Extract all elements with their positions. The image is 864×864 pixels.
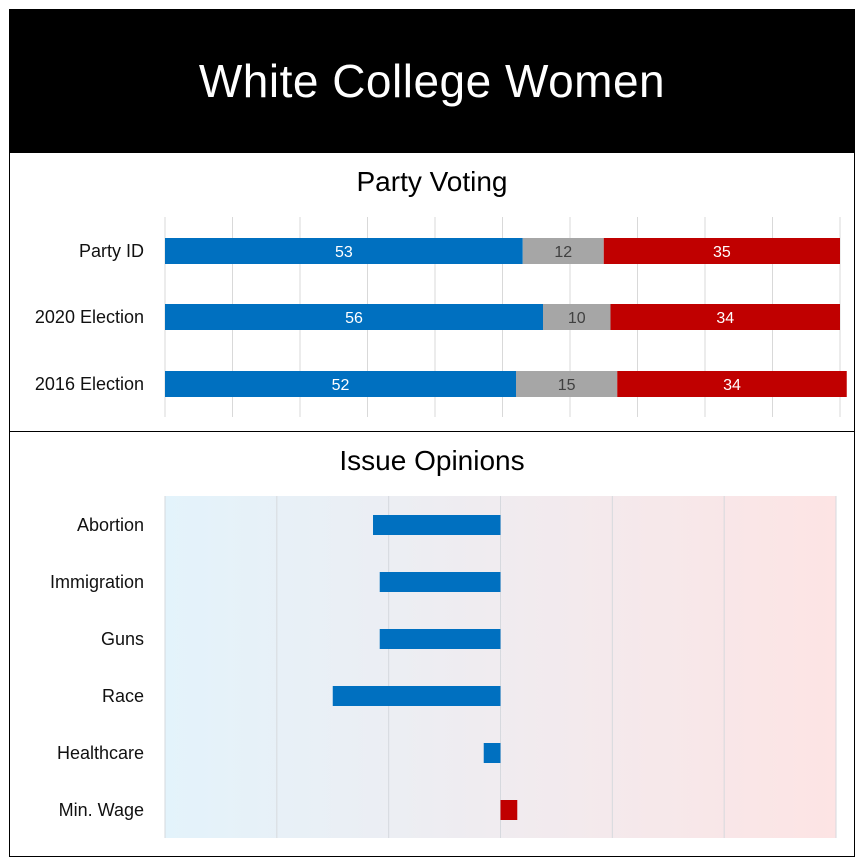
header-divider (10, 152, 854, 153)
panel-divider (10, 431, 854, 432)
category-label-race: Race (102, 686, 144, 706)
data-label: 35 (713, 244, 731, 261)
issue-opinions-chart: Abortion Immigration Guns Race Healthcare Min… (50, 496, 837, 838)
category-label-abortion: Abortion (77, 515, 144, 535)
category-label-party-id: Party ID (79, 241, 144, 261)
bar-race (332, 686, 501, 706)
bar-min-wage (500, 800, 518, 820)
party-voting-title: Party Voting (356, 166, 508, 197)
data-label: 52 (332, 377, 350, 394)
category-label-immigration: Immigration (50, 572, 144, 592)
bar-segment-party-id-2 (603, 238, 840, 264)
category-label-2016-election: 2016 Election (35, 374, 144, 394)
category-label-healthcare: Healthcare (57, 743, 144, 763)
data-label: 12 (554, 244, 572, 261)
bar-segment-2016-election-1 (516, 371, 618, 397)
figure-title: White College Women (10, 10, 854, 152)
bar-segment-2020-election-0 (165, 304, 543, 330)
category-label-2020-election: 2020 Election (35, 307, 144, 327)
bar-segment-2016-election-2 (617, 371, 847, 397)
bar-segment-2020-election-2 (610, 304, 840, 330)
data-label: 10 (568, 310, 586, 327)
data-label: 34 (716, 310, 734, 327)
data-label: 56 (345, 310, 363, 327)
issue-opinions-title: Issue Opinions (339, 445, 525, 476)
category-label-guns: Guns (101, 629, 144, 649)
bar-segment-party-id-1 (522, 238, 604, 264)
figure-frame: White College Women Party Voting Issue O… (9, 9, 855, 857)
charts-canvas: Party ID 53 12 35 2020 Election 56 10 34 2016 El… (35, 217, 847, 838)
data-label: 53 (335, 244, 353, 261)
party-voting-chart: Party ID 53 12 35 2020 Election 56 10 34 2016 El… (35, 217, 847, 417)
data-label: 34 (723, 377, 741, 394)
bar-abortion (373, 515, 501, 535)
data-label: 15 (558, 377, 576, 394)
bar-segment-2016-election-0 (165, 371, 516, 397)
bar-healthcare (483, 743, 501, 763)
bar-guns (379, 629, 501, 649)
bar-segment-2020-election-1 (543, 304, 611, 330)
bar-segment-party-id-0 (165, 238, 523, 264)
bar-immigration (379, 572, 501, 592)
category-label-min-wage: Min. Wage (59, 800, 144, 820)
